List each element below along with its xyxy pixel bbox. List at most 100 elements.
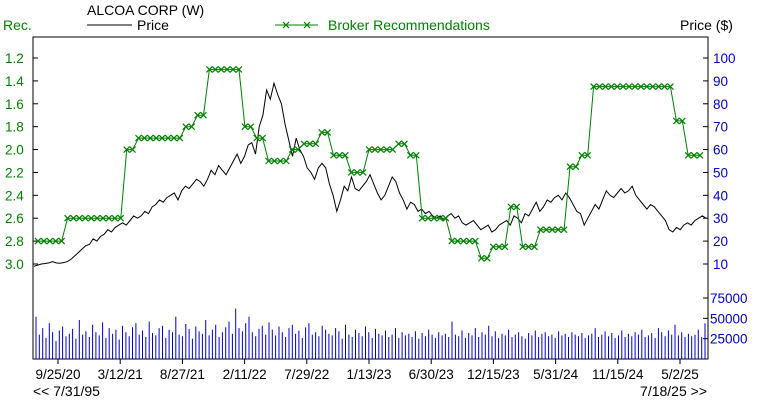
broker-point xyxy=(75,214,83,222)
broker-point xyxy=(46,237,54,245)
price-tick-label: 90 xyxy=(713,74,728,89)
x-tick-label: 8/27/21 xyxy=(160,367,205,382)
broker-point xyxy=(466,237,473,245)
rec-tick-label: 3.0 xyxy=(5,257,24,272)
nav-forward-link[interactable]: 7/18/25 >> xyxy=(640,383,707,399)
broker-point xyxy=(584,151,592,159)
rec-tick-label: 1.6 xyxy=(5,97,24,112)
x-tick-label: 12/15/23 xyxy=(467,367,520,382)
chart-title: ALCOA CORP (W) xyxy=(87,2,204,18)
broker-point xyxy=(312,140,320,148)
broker-series xyxy=(34,66,704,262)
broker-point xyxy=(406,151,414,159)
broker-point xyxy=(619,83,627,91)
x-tick-label: 3/12/21 xyxy=(98,367,143,382)
broker-point xyxy=(424,214,432,222)
x-tick-label: 11/15/24 xyxy=(592,367,644,382)
broker-point xyxy=(684,151,692,159)
rec-tick-label: 1.2 xyxy=(5,51,24,66)
broker-point xyxy=(525,243,533,251)
broker-point xyxy=(140,134,148,142)
broker-point xyxy=(223,66,231,73)
broker-point xyxy=(123,146,131,153)
broker-point xyxy=(70,214,77,222)
price-tick-label: 20 xyxy=(713,234,728,249)
broker-point xyxy=(412,151,420,159)
broker-point xyxy=(182,123,190,131)
broker-point xyxy=(448,237,456,245)
x-tick-label: 6/30/23 xyxy=(409,367,454,382)
x-axis-ticks: 9/25/20 3/12/21 8/27/21 2/11/22 7/29/22 1/13/… xyxy=(35,359,699,382)
price-tick-label: 50 xyxy=(713,165,728,180)
broker-point xyxy=(330,151,337,159)
volume-bars xyxy=(35,308,706,359)
broker-point xyxy=(554,226,562,234)
broker-point xyxy=(495,243,503,251)
broker-point xyxy=(294,146,302,153)
broker-point xyxy=(667,83,674,91)
rec-tick-label: 1.8 xyxy=(5,120,24,135)
broker-point xyxy=(454,237,462,245)
x-tick-label: 5/31/24 xyxy=(533,367,579,382)
price-tick-label: 30 xyxy=(713,211,728,226)
broker-point xyxy=(566,163,574,171)
nav-back-link[interactable]: << 7/31/95 xyxy=(33,383,100,399)
price-legend-label: Price xyxy=(137,17,169,33)
broker-point xyxy=(531,243,538,251)
broker-point xyxy=(176,134,184,142)
broker-point xyxy=(513,203,521,211)
x-tick-label: 1/13/23 xyxy=(346,367,391,382)
price-tick-label: 40 xyxy=(713,188,728,203)
broker-point xyxy=(631,83,639,91)
broker-point xyxy=(205,66,213,73)
broker-point xyxy=(477,254,485,262)
broker-point xyxy=(471,237,479,245)
broker-point xyxy=(288,146,296,153)
broker-point xyxy=(158,134,166,142)
x-tick-label: 5/2/25 xyxy=(661,367,699,382)
rec-tick-label: 1.4 xyxy=(5,74,24,89)
broker-point xyxy=(371,146,379,153)
broker-point xyxy=(548,226,556,234)
price-series xyxy=(33,81,707,267)
broker-point xyxy=(347,169,355,176)
x-tick-label: 2/11/22 xyxy=(223,367,267,382)
broker-point xyxy=(111,214,119,222)
broker-point xyxy=(625,83,633,91)
broker-point xyxy=(613,83,621,91)
broker-point xyxy=(519,243,527,251)
volume-axis-ticks: 75000 50000 25000 xyxy=(703,291,748,347)
broker-point xyxy=(430,214,438,222)
broker-point xyxy=(247,123,255,131)
broker-point xyxy=(259,134,267,142)
broker-point xyxy=(489,243,497,251)
broker-point xyxy=(661,83,668,91)
broker-point xyxy=(696,151,704,159)
broker-point xyxy=(442,214,450,222)
broker-legend-marker xyxy=(275,21,318,29)
broker-point xyxy=(353,169,361,176)
volume-tick-label: 50000 xyxy=(710,311,748,326)
broker-point xyxy=(64,214,71,222)
broker-point xyxy=(194,111,202,119)
broker-point xyxy=(87,214,95,222)
broker-point xyxy=(276,157,284,165)
broker-point xyxy=(418,214,426,222)
broker-point xyxy=(271,157,278,165)
volume-tick-label: 75000 xyxy=(710,291,748,306)
broker-point xyxy=(117,214,125,222)
broker-point xyxy=(607,83,615,91)
broker-point xyxy=(365,146,373,153)
broker-point xyxy=(678,117,686,125)
broker-legend-label: Broker Recommendations xyxy=(328,17,490,33)
broker-point xyxy=(395,140,402,148)
price-tick-label: 80 xyxy=(713,97,728,112)
broker-point xyxy=(105,214,113,222)
broker-point xyxy=(483,254,491,262)
volume-tick-label: 25000 xyxy=(710,332,748,347)
broker-point xyxy=(235,66,243,73)
broker-point xyxy=(93,214,101,222)
broker-point xyxy=(129,146,136,153)
x-tick-label: 7/29/22 xyxy=(284,367,329,382)
broker-line xyxy=(38,68,700,259)
